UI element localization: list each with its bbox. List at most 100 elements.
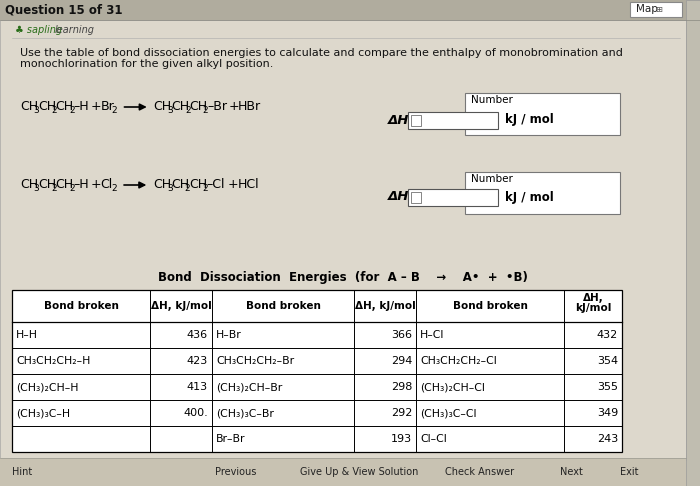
Text: ⊞: ⊞ [655, 5, 662, 14]
Text: Cl: Cl [101, 178, 113, 191]
Text: 366: 366 [391, 330, 412, 340]
Text: +: + [91, 101, 101, 114]
Bar [0, 0, 700, 20]
Text: CH: CH [153, 178, 172, 191]
Text: CH: CH [189, 178, 207, 191]
Text: 2: 2 [69, 184, 75, 193]
Text: –H: –H [74, 101, 89, 114]
Text: (CH₃)₂CH–Cl: (CH₃)₂CH–Cl [420, 382, 485, 392]
Text: 2: 2 [111, 184, 117, 193]
Text: 2: 2 [69, 106, 75, 115]
Text: Number: Number [471, 174, 513, 184]
Text: CH: CH [171, 178, 189, 191]
Text: CH₃CH₂CH₂–Cl: CH₃CH₂CH₂–Cl [420, 356, 497, 366]
Text: (CH₃)₂CH–Br: (CH₃)₂CH–Br [216, 382, 282, 392]
Text: Check Answer: Check Answer [445, 467, 514, 477]
Text: HBr: HBr [238, 101, 261, 114]
Text: Give Up & View Solution: Give Up & View Solution [300, 467, 419, 477]
Text: +: + [228, 101, 239, 114]
Text: Map: Map [636, 4, 658, 15]
Text: H–Cl: H–Cl [420, 330, 444, 340]
Text: kJ/mol: kJ/mol [575, 303, 611, 313]
Text: 3: 3 [34, 184, 39, 193]
Text: +: + [228, 178, 238, 191]
Text: Number: Number [471, 95, 513, 105]
Text: Br–Br: Br–Br [216, 434, 246, 444]
Bar [0, 458, 686, 486]
Text: 432: 432 [596, 330, 618, 340]
Text: Previous: Previous [215, 467, 256, 477]
Text: kJ / mol: kJ / mol [505, 191, 554, 204]
Text: 294: 294 [391, 356, 412, 366]
Text: H–H: H–H [16, 330, 38, 340]
Text: HCl: HCl [237, 178, 259, 191]
Bar [686, 0, 700, 486]
Text: 243: 243 [596, 434, 618, 444]
Text: 193: 193 [391, 434, 412, 444]
Text: H–Br: H–Br [216, 330, 242, 340]
Bar [408, 189, 498, 206]
Text: Next: Next [560, 467, 583, 477]
FancyBboxPatch shape [630, 2, 682, 17]
Text: 2: 2 [185, 106, 190, 115]
Text: Bond broken: Bond broken [246, 301, 321, 311]
Text: 413: 413 [187, 382, 208, 392]
Bar [465, 172, 620, 214]
Text: CH: CH [153, 101, 172, 114]
Text: CH: CH [55, 178, 74, 191]
Text: ♣ sapling: ♣ sapling [15, 25, 62, 35]
Text: 349: 349 [596, 408, 618, 418]
Text: Bond broken: Bond broken [43, 301, 118, 311]
Text: ΔH=: ΔH= [388, 114, 421, 126]
Text: 298: 298 [391, 382, 412, 392]
Text: (CH₃)₃C–Br: (CH₃)₃C–Br [216, 408, 274, 418]
Text: 2: 2 [202, 184, 208, 193]
Bar [408, 112, 498, 129]
Text: Exit: Exit [620, 467, 638, 477]
Text: CH₃CH₂CH₂–Br: CH₃CH₂CH₂–Br [216, 356, 294, 366]
Text: Bond  Dissociation  Energies  (for  A – B    →    A•  +  •B): Bond Dissociation Energies (for A – B → … [158, 272, 528, 284]
Text: –Br: –Br [207, 101, 227, 114]
Text: 355: 355 [597, 382, 618, 392]
Text: CH: CH [189, 101, 207, 114]
Text: CH₃CH₂CH₂–H: CH₃CH₂CH₂–H [16, 356, 90, 366]
Text: 3: 3 [167, 184, 173, 193]
Text: Cl–Cl: Cl–Cl [420, 434, 447, 444]
Text: CH: CH [20, 178, 38, 191]
Text: (CH₃)₃C–H: (CH₃)₃C–H [16, 408, 70, 418]
Text: 292: 292 [391, 408, 412, 418]
Text: 423: 423 [187, 356, 208, 366]
Text: 436: 436 [187, 330, 208, 340]
Text: CH: CH [20, 101, 38, 114]
Text: CH: CH [55, 101, 74, 114]
Text: 2: 2 [185, 184, 190, 193]
Bar [411, 115, 421, 126]
Text: CH: CH [38, 178, 56, 191]
Text: monochlorination for the given alkyl position.: monochlorination for the given alkyl pos… [20, 59, 274, 69]
Text: 2: 2 [51, 184, 57, 193]
Text: ΔH, kJ/mol: ΔH, kJ/mol [355, 301, 415, 311]
Text: Hint: Hint [12, 467, 32, 477]
Text: (CH₃)₃C–Cl: (CH₃)₃C–Cl [420, 408, 477, 418]
Bar [12, 290, 622, 452]
Text: 2: 2 [111, 106, 117, 115]
Text: 400.: 400. [183, 408, 208, 418]
Text: learning: learning [55, 25, 95, 35]
Bar [465, 93, 620, 135]
Text: –H: –H [74, 178, 89, 191]
Text: Br: Br [101, 101, 115, 114]
Text: 3: 3 [34, 106, 39, 115]
Text: 2: 2 [203, 106, 209, 115]
Text: ΔH=: ΔH= [388, 191, 421, 204]
Text: +: + [91, 178, 101, 191]
Text: kJ / mol: kJ / mol [505, 114, 554, 126]
Text: CH: CH [172, 101, 190, 114]
Text: Question 15 of 31: Question 15 of 31 [5, 3, 122, 17]
Bar [411, 192, 421, 203]
Text: 3: 3 [167, 106, 173, 115]
Text: CH: CH [38, 101, 56, 114]
Text: –Cl: –Cl [206, 178, 225, 191]
Text: ΔH, kJ/mol: ΔH, kJ/mol [150, 301, 211, 311]
Text: (CH₃)₂CH–H: (CH₃)₂CH–H [16, 382, 78, 392]
Text: ΔH,: ΔH, [582, 293, 603, 303]
